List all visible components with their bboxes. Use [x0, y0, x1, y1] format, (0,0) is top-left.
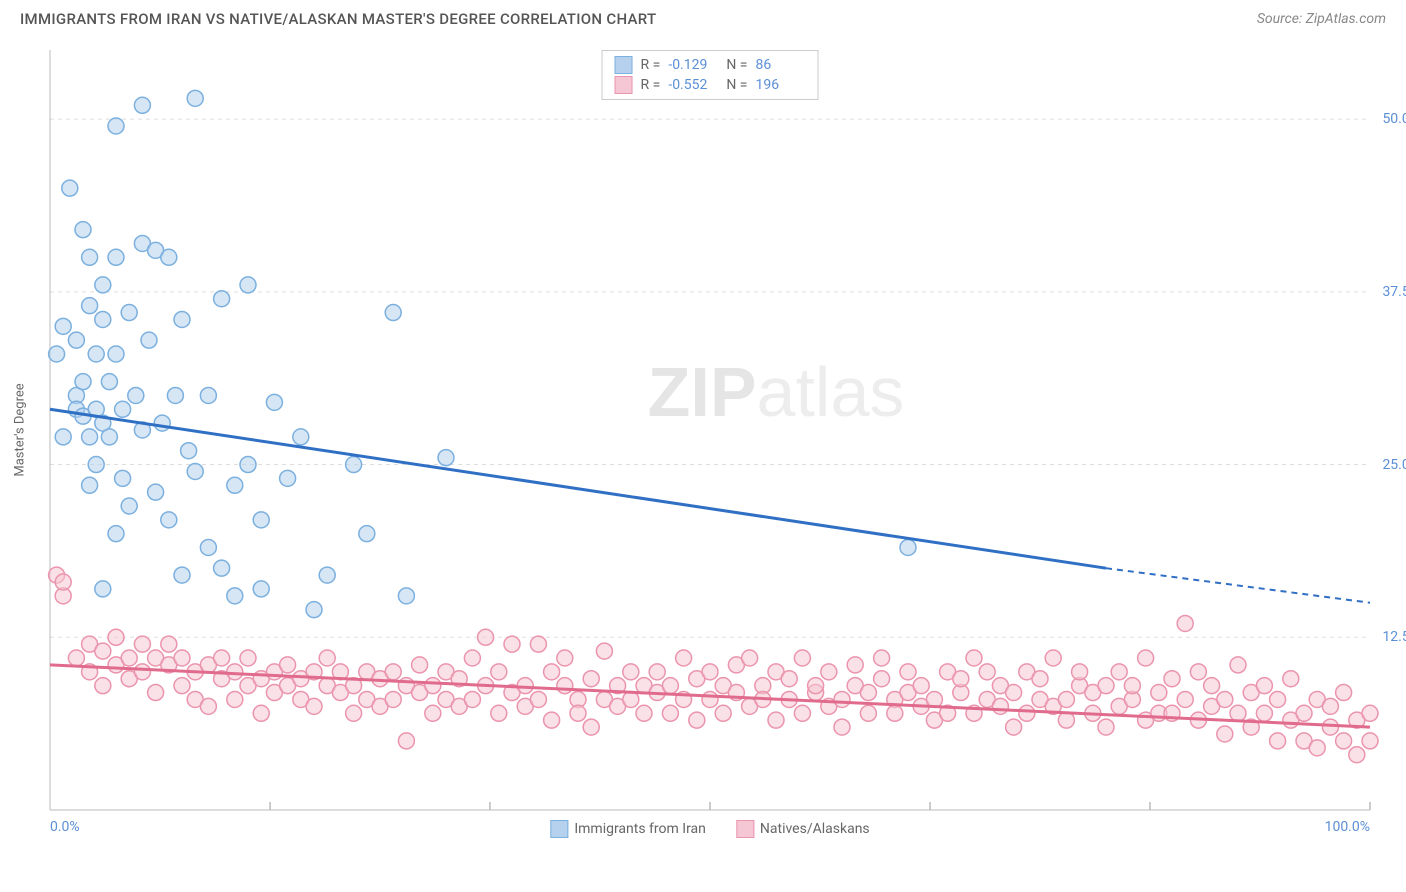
y-tick-label: 37.5% — [1382, 284, 1406, 300]
series-legend: Immigrants from Iran Natives/Alaskans — [550, 820, 869, 838]
chart-title: IMMIGRANTS FROM IRAN VS NATIVE/ALASKAN M… — [20, 10, 656, 28]
legend-r-value-2: -0.552 — [668, 77, 718, 93]
legend-n-value-2: 196 — [755, 77, 805, 93]
legend-n-label: N = — [726, 77, 747, 93]
x-tick-label: 100.0% — [1325, 819, 1370, 835]
legend-row-1: R = -0.129 N = 86 — [615, 55, 806, 75]
legend-r-value-1: -0.129 — [668, 57, 718, 73]
legend-r-label: R = — [641, 57, 661, 73]
legend-r-label: R = — [641, 77, 661, 93]
legend-swatch-blue — [550, 820, 568, 838]
y-tick-label: 25.0% — [1382, 457, 1406, 473]
legend-item-2: Natives/Alaskans — [736, 820, 870, 838]
y-tick-label: 12.5% — [1382, 629, 1406, 645]
legend-label-1: Immigrants from Iran — [574, 821, 706, 837]
legend-swatch-pink — [615, 76, 633, 94]
legend-label-2: Natives/Alaskans — [760, 821, 870, 837]
source-attribution: Source: ZipAtlas.com — [1257, 11, 1386, 27]
legend-item-1: Immigrants from Iran — [550, 820, 706, 838]
legend-n-value-1: 86 — [755, 57, 805, 73]
y-tick-label: 50.0% — [1382, 111, 1406, 127]
legend-row-2: R = -0.552 N = 196 — [615, 75, 806, 95]
y-axis-label: Master's Degree — [13, 383, 28, 476]
chart-header: IMMIGRANTS FROM IRAN VS NATIVE/ALASKAN M… — [0, 0, 1406, 33]
x-tick-label: 0.0% — [50, 819, 80, 835]
legend-n-label: N = — [726, 57, 747, 73]
correlation-legend: R = -0.129 N = 86 R = -0.552 N = 196 — [602, 50, 819, 100]
legend-swatch-pink — [736, 820, 754, 838]
scatter-plot — [50, 50, 1370, 810]
chart-area: Master's Degree ZIPatlas R = -0.129 N = … — [50, 50, 1370, 810]
legend-swatch-blue — [615, 56, 633, 74]
